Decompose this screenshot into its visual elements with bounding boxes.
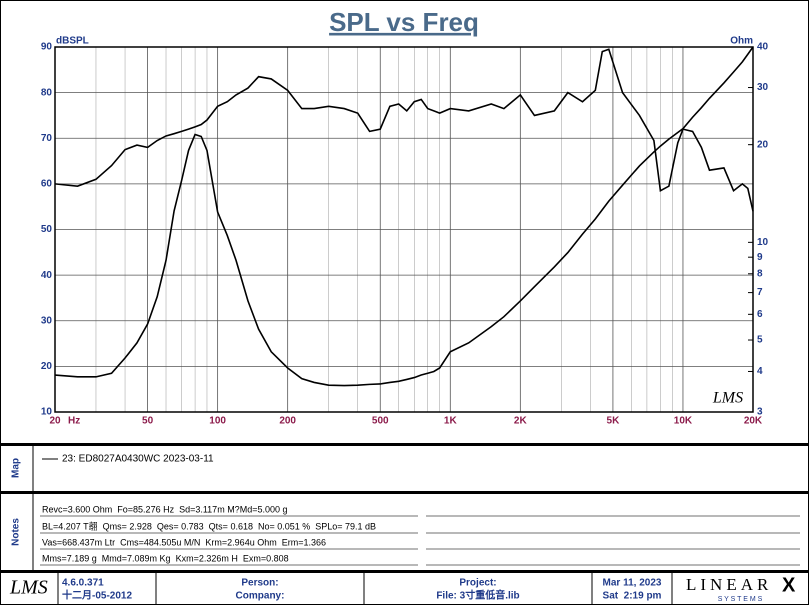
y2-tick-label: 6 xyxy=(757,309,763,320)
x-tick-label: 20K xyxy=(744,416,763,427)
watermark: LMS xyxy=(712,390,743,407)
project: Project: xyxy=(459,578,496,589)
y-tick-label: 60 xyxy=(41,179,53,190)
y2-tick-label: 30 xyxy=(757,82,769,93)
x-tick-label: 5K xyxy=(607,416,621,427)
y2-tick-label: 3 xyxy=(757,407,763,418)
map-label: Map xyxy=(11,458,22,478)
y2-tick-label: 10 xyxy=(757,237,769,248)
x-tick-label: 500 xyxy=(372,416,389,427)
note-rules xyxy=(40,515,800,566)
note-line: Revc=3.600 Ohm Fo=85.276 Hz Sd=3.117m M?… xyxy=(42,504,287,514)
chart-title: SPL vs Freq xyxy=(329,7,479,37)
x-tick-label: 20 xyxy=(49,416,61,427)
x-tick-label: 1K xyxy=(444,416,458,427)
y-tick-label: 20 xyxy=(41,361,53,372)
y-tick-label: 30 xyxy=(41,315,53,326)
y-tick-label: 70 xyxy=(41,133,53,144)
y-axis-label: dBSPL xyxy=(56,36,89,47)
company: Company: xyxy=(236,591,285,602)
person: Person: xyxy=(241,578,278,589)
y2-tick-label: 40 xyxy=(757,42,769,53)
note-line: Mms=7.189 g Mmd=7.089m Kg Kxm=2.326m H E… xyxy=(42,553,289,563)
y2-tick-label: 7 xyxy=(757,287,763,298)
legend-entry: 23: ED8027A0430WC 2023-03-11 xyxy=(62,454,214,465)
divider xyxy=(0,491,809,494)
x-tick-label: 100 xyxy=(209,416,226,427)
plot-frame xyxy=(54,46,754,413)
y2-tick-label: 5 xyxy=(757,335,763,346)
brand-x: X xyxy=(782,574,796,596)
brand-sub: S Y S T E M S xyxy=(718,596,763,603)
y2-tick-label: 8 xyxy=(757,268,763,279)
version: 4.6.0.371 xyxy=(62,578,104,589)
brand: LINEAR xyxy=(686,575,772,594)
notes-block: Revc=3.600 Ohm Fo=85.276 Hz Sd=3.117m M?… xyxy=(40,504,800,566)
y2-axis-label: Ohm xyxy=(730,36,753,47)
y-tick-label: 10 xyxy=(41,407,53,418)
x-axis-label: Hz xyxy=(68,416,80,427)
date: Mar 11, 2023 xyxy=(603,578,662,589)
y2-tick-label: 4 xyxy=(757,366,763,377)
lms-logo: LMS xyxy=(9,577,48,599)
series-line xyxy=(54,46,754,387)
y2-tick-label: 9 xyxy=(757,252,763,263)
build-date: 十二月-05-2012 xyxy=(62,589,132,602)
note-line: BL=4.207 T翿 Qms= 2.928 Qes= 0.783 Qts= 0… xyxy=(42,520,376,531)
footer-dividers xyxy=(57,573,673,605)
y-tick-label: 90 xyxy=(41,42,53,53)
notes-label: Notes xyxy=(11,518,22,546)
time: Sat 2:19 pm xyxy=(603,591,662,602)
note-line: Vas=668.437m Ltr Cms=484.505u M/N Krm=2.… xyxy=(42,537,326,547)
series-line xyxy=(54,48,754,212)
x-tick-label: 2K xyxy=(514,416,528,427)
y-tick-label: 50 xyxy=(41,224,53,235)
x-tick-label: 200 xyxy=(279,416,296,427)
x-tick-label: 10K xyxy=(674,416,693,427)
x-tick-label: 50 xyxy=(142,416,154,427)
y-tick-label: 40 xyxy=(41,270,53,281)
y2-tick-label: 20 xyxy=(757,139,769,150)
y-tick-label: 80 xyxy=(41,87,53,98)
divider xyxy=(0,443,809,446)
divider xyxy=(0,570,809,573)
file: File: 3寸重低音.lib xyxy=(436,589,519,602)
